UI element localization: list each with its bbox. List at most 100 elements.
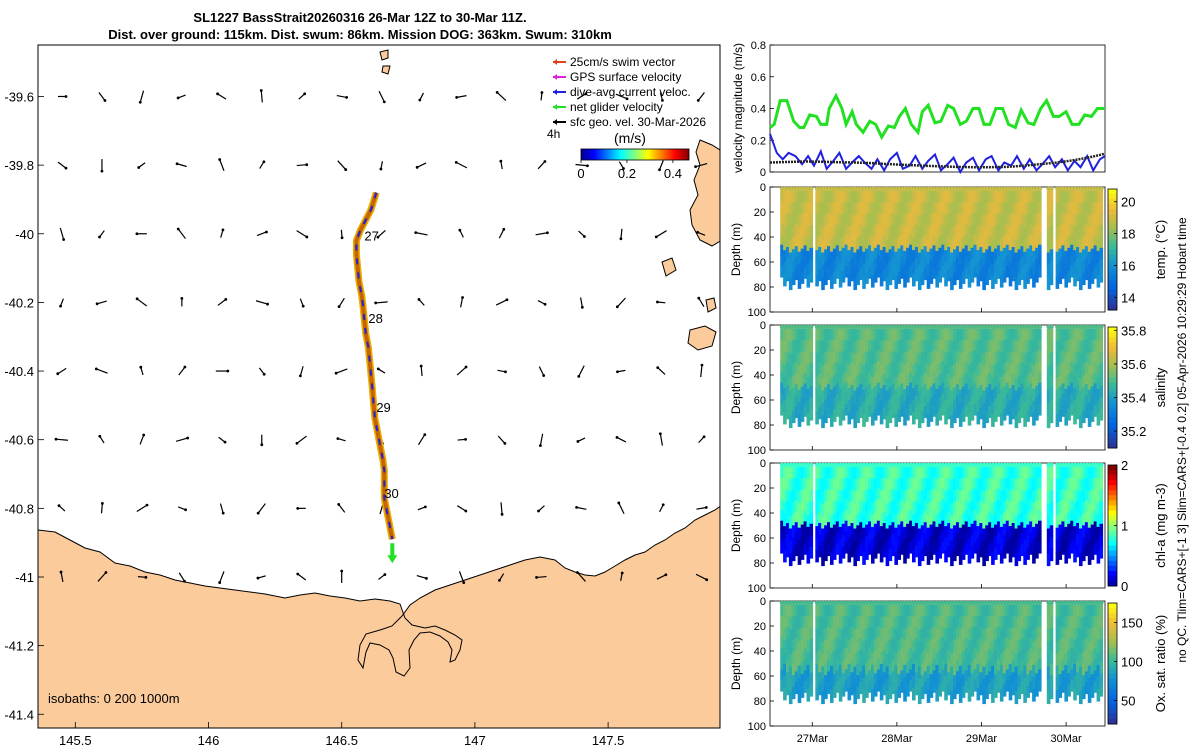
velocity-vector-head [184,508,187,512]
velocity-vector [455,161,468,169]
profile-cell [827,268,831,281]
profile-cell [1026,547,1030,560]
surface-sample-dot [870,324,875,330]
profile-cell [961,651,966,664]
profile-cell [1073,664,1077,677]
profile-cell [841,340,846,353]
surface-sample-dot [1078,186,1084,192]
profile-cell [1005,404,1010,416]
profile-cell [868,477,872,490]
profile-cell [964,383,969,395]
profile-cell [944,526,948,539]
profile-cell [841,639,846,651]
profile-cell [862,491,866,504]
profile-cell [873,225,878,237]
profile-cell [961,190,966,203]
profile-cell [1011,523,1016,535]
profile-cell [800,651,805,664]
profile-cell [1038,393,1042,405]
surface-sample-dot [929,186,934,192]
profile-cell [994,213,998,227]
profile-cell [1020,328,1024,341]
profile-cell [1026,685,1030,698]
surface-sample-dot [1081,600,1087,606]
profile-cell [853,378,857,391]
profile-cell [882,328,887,341]
profile-cell [1032,202,1036,216]
profile-cell [1020,373,1024,385]
profile-cell [1093,256,1098,268]
profile-cell [1038,244,1042,257]
profile-cell [809,213,814,226]
profile-cell [1084,406,1089,419]
profile-cell [885,629,890,643]
profile-cell [1032,214,1036,228]
profile-cell [964,637,969,650]
profile-cell [818,616,822,628]
surface-sample-dot [1061,462,1066,468]
profile-cell [1049,237,1054,250]
profile-cell [1096,202,1101,216]
profile-cell [780,680,784,692]
profile-cell [894,263,898,277]
surface-sample-dot [955,462,960,468]
profile-cell [1014,516,1019,529]
profile-cell [1038,361,1042,373]
profile-cell [1017,513,1022,526]
profile-cell [847,376,852,389]
surface-sample-dot [809,186,814,192]
profile-cell [1023,227,1027,241]
profile-cell [1008,376,1013,389]
profile-cell [794,466,799,479]
profile-cell [780,604,784,617]
profile-cell [794,511,799,523]
velocity-vector [457,505,467,512]
profile-cell [1023,414,1027,427]
profile-cell [1058,375,1063,388]
profile-cell [1011,396,1016,409]
profile-cell [815,640,819,653]
profile-cell [1029,637,1033,650]
profile-cell [991,227,995,241]
profile-cell [1002,684,1007,697]
profile-cell [803,521,808,533]
profile-cell [953,214,957,227]
profile-cell [912,340,916,354]
profile-cell [900,350,904,363]
legend-arrowhead [553,59,557,65]
profile-cell [1058,351,1063,365]
profile-cell [914,466,919,479]
profile-cell [1020,235,1024,247]
profile-cell [1090,604,1095,617]
profile-cell [788,365,793,379]
profile-cell [914,523,919,535]
velocity-vector [136,298,148,307]
velocity-vector [256,231,267,237]
profile-cell [973,255,978,267]
profile-cell [794,373,799,385]
profile-cell [797,616,802,630]
velocity-vector-head [705,578,709,582]
profile-cell [894,353,898,366]
surface-sample-dot [1011,186,1016,192]
profile-cell [838,664,843,678]
profile-cell [994,674,998,687]
profile-cell [809,340,814,353]
profile-cell [797,629,802,642]
surface-sample-dot [873,186,878,192]
profile-cell [1014,491,1019,505]
profile-cell [1020,190,1024,203]
velocity-vector-head [175,162,179,166]
profile-cell [794,328,799,341]
profile-cell [821,190,825,204]
profile-cell [941,244,945,257]
profile-cell [815,202,819,216]
velocity-vector-head [498,578,501,582]
profile-cell [871,526,875,540]
profile-cell [1090,466,1095,479]
profile-cell [903,238,907,252]
profile-cell [783,250,787,263]
profile-cell [950,654,954,667]
profile-cell [1087,251,1092,265]
profile-cell [997,521,1001,533]
